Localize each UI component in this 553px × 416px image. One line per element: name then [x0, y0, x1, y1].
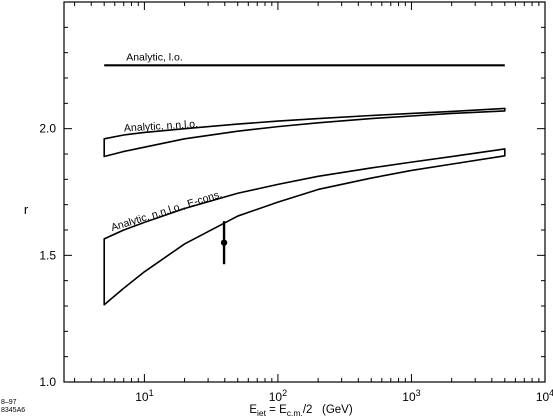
data-point: [220, 239, 228, 246]
x-tick-label: 104: [536, 388, 553, 404]
series-label-lo: Analytic, l.o.: [126, 51, 183, 63]
series-label-band-1: Analytic, n.n.l.o.: [124, 118, 199, 135]
chart-marks: [103, 64, 506, 306]
series-band-2: [103, 148, 506, 306]
axes-frame: [63, 1, 546, 383]
y-tick-label: 2.0: [39, 122, 56, 136]
figure-id-line2: 8345A6: [1, 407, 26, 414]
x-tick-label: 102: [269, 388, 287, 404]
series-band-1: [103, 107, 506, 158]
y-tick-label: 1.5: [39, 248, 56, 262]
y-tick-label: 1.0: [39, 375, 56, 389]
x-tick-label: 101: [135, 388, 153, 404]
series-label-band-2: Analytic, n.n.l.o., E-cons.: [110, 188, 224, 234]
chart-labels: 1.0 1.5 2.0 101 102 103 104 r Ejet = Ec.m./2 (Ge…: [24, 51, 553, 416]
plot-frame: [63, 1, 546, 383]
figure-id-note: 8–97 8345A6: [1, 399, 25, 415]
x-axis-label: Ejet = Ec.m./2 (GeV): [249, 404, 353, 416]
figure-id-line1: 8–97: [1, 399, 17, 406]
x-tick-label: 103: [402, 388, 420, 404]
y-axis-label: r: [24, 202, 29, 217]
